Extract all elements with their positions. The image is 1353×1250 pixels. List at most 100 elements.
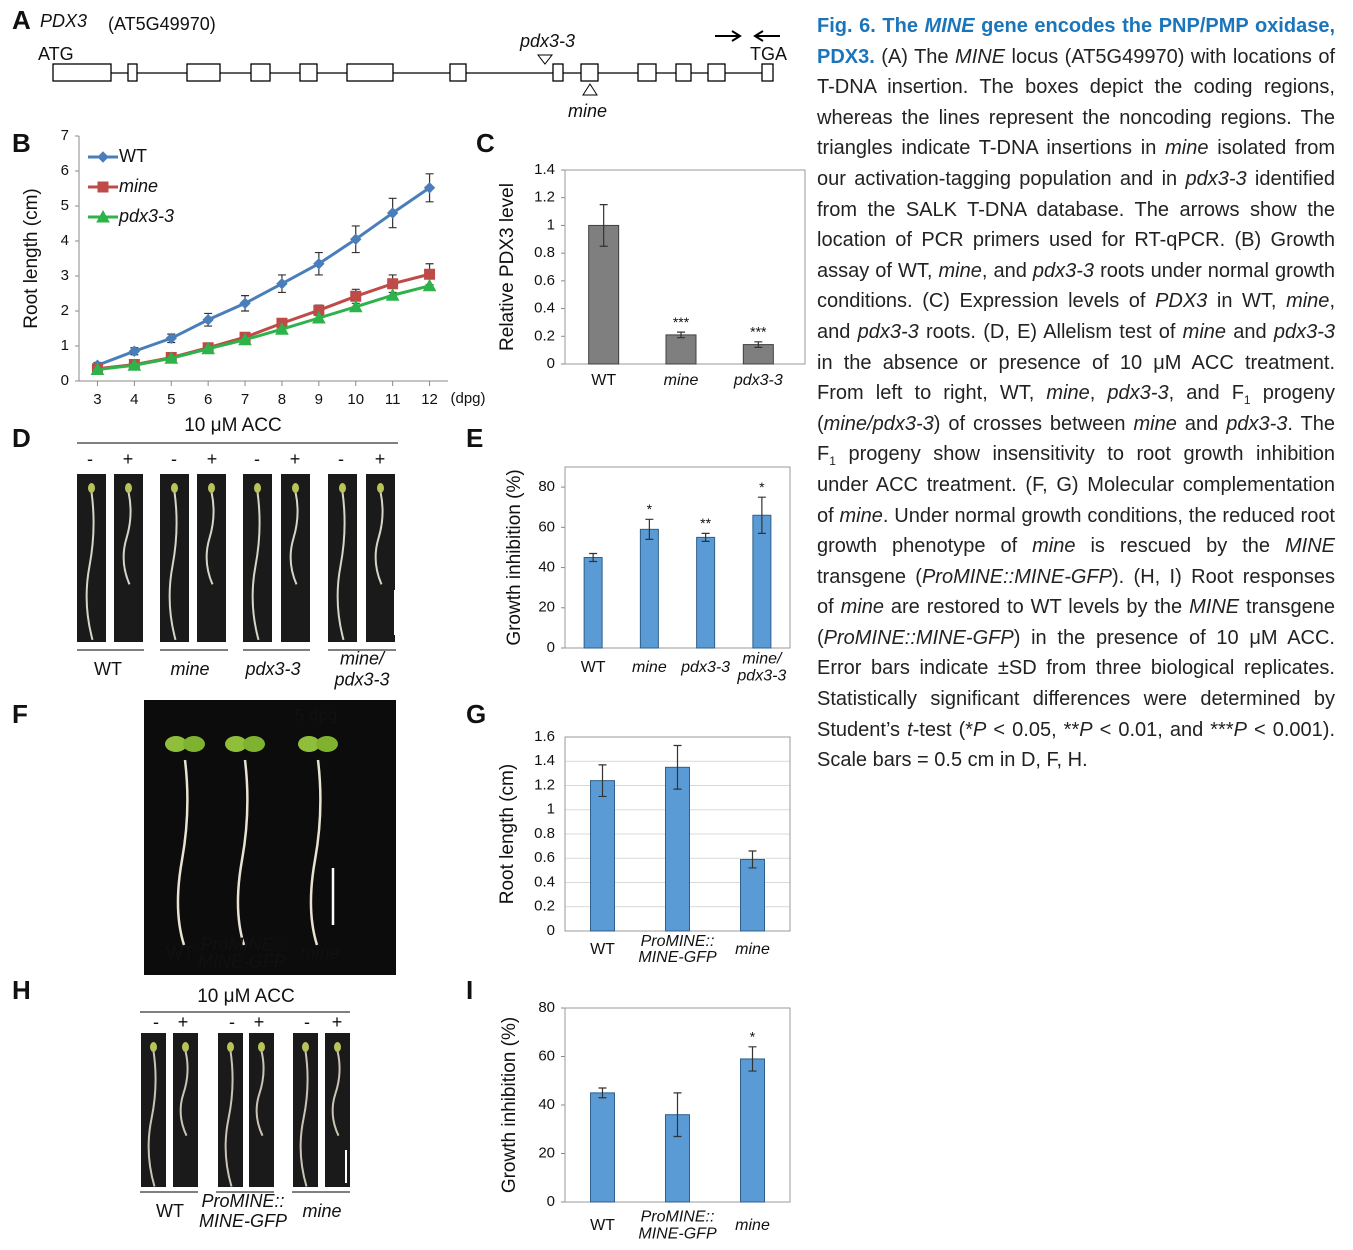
cotyledon — [254, 483, 261, 493]
x-tick-label: WT — [590, 1217, 615, 1234]
marker — [165, 332, 177, 345]
y-tick-label: 0.6 — [534, 849, 555, 866]
bar — [740, 1058, 765, 1203]
caption-text: 1 — [1243, 393, 1251, 408]
error-bar — [748, 1046, 757, 1072]
caption-body: (A) The MINE locus (AT5G49970) with loca… — [817, 46, 1335, 772]
cotyledon — [182, 1042, 189, 1052]
caption-text: , and — [981, 259, 1033, 282]
photo — [197, 474, 226, 642]
seedling-root — [236, 759, 249, 946]
caption-text: identified from the SALK T-DNA database.… — [817, 167, 1335, 282]
significance-label: * — [750, 1029, 756, 1045]
seedling-root — [255, 1050, 265, 1137]
x-tick-label: mine — [735, 1217, 770, 1234]
treatment-sign: - — [229, 1012, 235, 1032]
y-tick-label: 60 — [538, 518, 555, 535]
caption-text: MINE — [1285, 535, 1335, 558]
error-bar — [598, 764, 607, 798]
cotyledon — [88, 483, 95, 493]
genotype-label: mine — [300, 943, 339, 963]
significance-label: *** — [673, 314, 690, 330]
y-tick-label: 80 — [538, 478, 555, 495]
x-tick-label: pdx3-3 — [733, 372, 783, 389]
cotyledon — [183, 736, 205, 752]
x-tick-label: ProMINE:: — [641, 1209, 715, 1226]
caption-text: -test (* — [912, 718, 974, 741]
marker — [275, 322, 289, 335]
caption-text: mine — [938, 259, 982, 282]
seedling-root — [251, 491, 261, 641]
x-tick-label: 7 — [241, 391, 249, 408]
cotyledon — [125, 483, 132, 493]
photo — [114, 474, 143, 642]
x-tick-label: 3 — [93, 391, 101, 408]
y-tick-label: 1.4 — [534, 752, 555, 769]
error-bar — [599, 204, 608, 247]
photo — [366, 474, 395, 642]
exon — [52, 63, 112, 82]
genotype-label: WT — [166, 943, 194, 963]
marker — [127, 358, 142, 371]
seedling-root — [309, 759, 322, 946]
exon — [127, 63, 138, 82]
age-label: 5 dpg — [295, 705, 338, 724]
y-axis-label: Growth inhibition (%) — [504, 469, 525, 645]
x-tick-label: 10 — [347, 391, 364, 408]
x-tick-label: 8 — [278, 391, 286, 408]
caption-text: roots under normal growth conditions. (C… — [817, 259, 1335, 313]
caption-text: mine — [1182, 320, 1227, 343]
significance-label: *** — [750, 324, 767, 340]
significance-label: ** — [700, 515, 711, 531]
genotype-label: ProMINE:: — [200, 934, 283, 954]
y-tick-label: 0.2 — [534, 898, 555, 915]
caption-text: ProMINE::MINE-GFP — [823, 626, 1014, 649]
marker — [386, 207, 399, 219]
stop-codon: TGA — [750, 44, 787, 64]
treatment-sign: + — [207, 449, 218, 469]
x-tick-label: WT — [590, 941, 615, 958]
x-tick-label: pdx3-3 — [736, 668, 786, 685]
y-tick-label: 0.2 — [534, 327, 555, 344]
genotype-label: WT — [94, 659, 122, 679]
error-bar — [701, 532, 710, 543]
seedling-root — [168, 491, 178, 641]
panel-label: G — [466, 699, 486, 729]
y-tick-label: 1.2 — [534, 776, 555, 793]
genotype-label: mine — [170, 659, 209, 679]
y-axis-label: Relative PDX3 level — [497, 183, 518, 351]
seedling-root — [336, 491, 346, 641]
caption-text: P — [973, 718, 987, 741]
caption-text: t — [907, 718, 913, 741]
legend-label: WT — [119, 146, 147, 166]
caption-text: in WT, — [1207, 290, 1287, 313]
marker — [90, 362, 105, 375]
marker — [387, 278, 399, 290]
caption-text: . Under normal growth conditions, the re… — [817, 504, 1335, 558]
insertion-triangle — [582, 83, 598, 96]
cotyledon — [292, 483, 299, 493]
caption-text: mine — [840, 596, 884, 619]
insertion-label: pdx3-3 — [519, 31, 575, 51]
gene-id: (AT5G49970) — [108, 14, 216, 34]
caption-text: transgene ( — [817, 565, 922, 588]
seedling-root — [85, 491, 95, 641]
treatment-sign: - — [254, 449, 260, 469]
y-axis-label: Growth inhibition (%) — [499, 1017, 520, 1193]
error-bar — [757, 496, 766, 534]
x-tick-label: WT — [581, 659, 606, 676]
caption-text: progeny show insensitivity to root growt… — [817, 443, 1335, 527]
caption-text: P — [1233, 718, 1247, 741]
marker — [96, 209, 110, 223]
photo — [173, 1033, 198, 1187]
legend-label: pdx3-3 — [118, 206, 174, 226]
seedling-root — [205, 491, 215, 585]
caption-text: mine/pdx3-3 — [823, 412, 934, 435]
y-tick-label: 0.8 — [534, 825, 555, 842]
y-tick-label: 0 — [547, 922, 555, 939]
panel-label: D — [12, 423, 31, 453]
start-codon: ATG — [38, 44, 74, 64]
caption-text: 1 — [829, 454, 836, 469]
marker — [97, 181, 109, 193]
y-tick-label: 0.4 — [534, 873, 555, 890]
